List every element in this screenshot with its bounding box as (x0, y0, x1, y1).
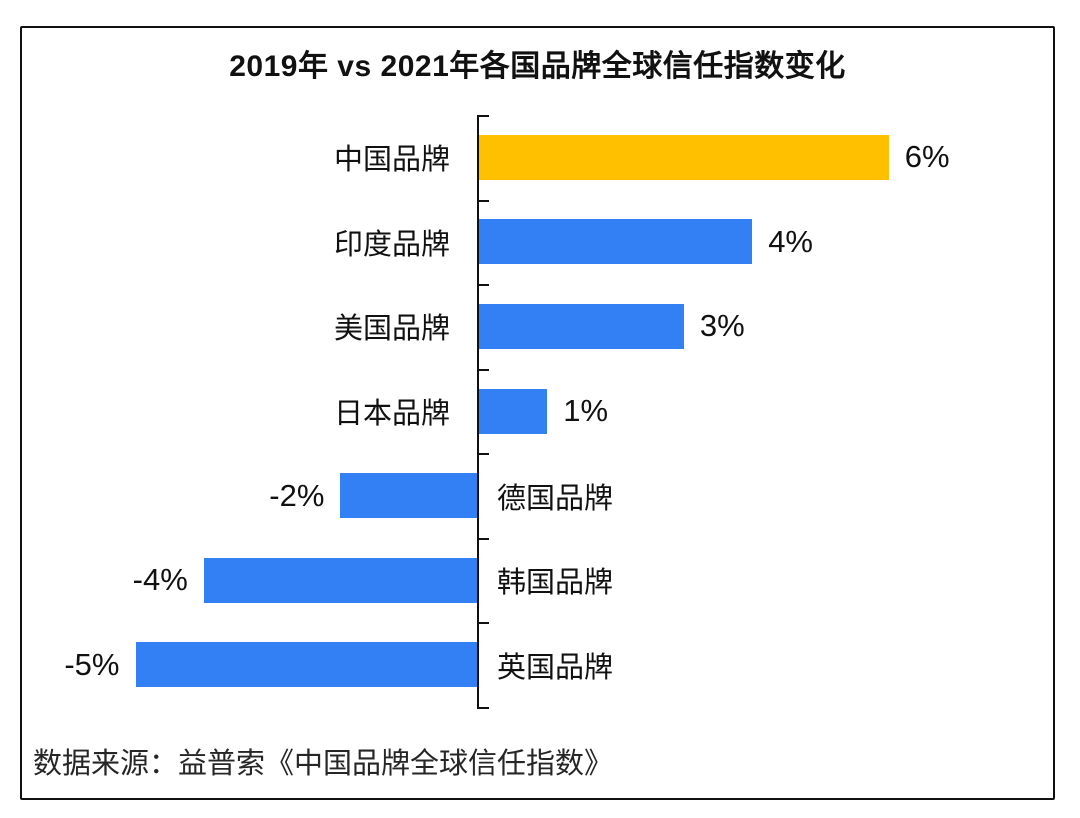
axis-tick-mark (477, 622, 489, 625)
value-label: 6% (904, 139, 950, 175)
value-label: 1% (563, 393, 609, 428)
category-label: 印度品牌 (333, 228, 450, 261)
chart-bar (479, 303, 684, 349)
axis-tick-mark (477, 284, 489, 287)
chart-bar (479, 134, 889, 180)
chart-bar (479, 388, 548, 434)
value-label: -4% (132, 562, 188, 598)
value-label: 4% (768, 223, 813, 259)
value-label: 3% (699, 308, 745, 344)
category-label: 韩国品牌 (497, 567, 614, 600)
chart-title: 2019年 vs 2021年各国品牌全球信任指数变化 (229, 50, 846, 83)
plot-area: 2019年 vs 2021年各国品牌全球信任指数变化 数据来源：益普索《中国品牌… (22, 28, 1053, 798)
axis-tick-mark (477, 199, 489, 202)
axis-tick-mark (477, 368, 489, 371)
category-label: 日本品牌 (333, 398, 450, 430)
category-label: 英国品牌 (497, 651, 614, 684)
chart-bar (340, 473, 477, 519)
category-label: 中国品牌 (333, 144, 450, 177)
category-label: 美国品牌 (333, 313, 450, 346)
axis-tick-mark (477, 707, 489, 709)
source-text: 数据来源：益普索《中国品牌全球信任指数》 (33, 748, 614, 780)
chart-bar (479, 219, 753, 265)
chart-frame: 2019年 vs 2021年各国品牌全球信任指数变化 数据来源：益普索《中国品牌… (20, 26, 1055, 800)
axis-tick-mark (477, 115, 489, 117)
value-label: -5% (64, 646, 120, 682)
value-axis-line (477, 115, 479, 709)
axis-tick-mark (477, 537, 489, 540)
chart-bar (203, 557, 477, 603)
chart-bar (135, 642, 477, 688)
value-label: -2% (269, 477, 325, 513)
category-label: 德国品牌 (497, 482, 614, 515)
axis-tick-mark (477, 453, 489, 456)
